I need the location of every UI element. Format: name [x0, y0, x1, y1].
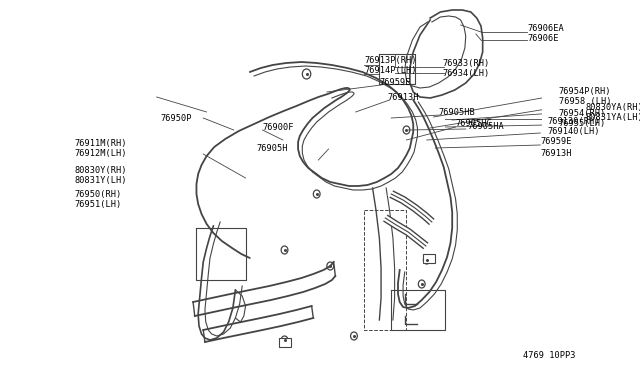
Text: 76933(RH): 76933(RH) [443, 58, 490, 67]
Text: 769130(RH): 769130(RH) [547, 116, 600, 125]
Text: 76905HA: 76905HA [467, 122, 504, 131]
Text: 76900F: 76900F [262, 122, 294, 131]
Bar [424, 254, 435, 263]
Text: 76905HC: 76905HC [456, 119, 492, 128]
Text: 76905H: 76905H [257, 144, 288, 153]
Text: 76913H: 76913H [540, 148, 572, 157]
Text: 769140(LH): 769140(LH) [547, 126, 600, 135]
Text: 76934(LH): 76934(LH) [443, 68, 490, 77]
Text: 76958 (LH): 76958 (LH) [559, 96, 611, 106]
Text: 80830YA(RH): 80830YA(RH) [586, 103, 640, 112]
Text: 76959E: 76959E [380, 77, 411, 87]
Text: 76959E: 76959E [540, 137, 572, 145]
Text: 76912M(LH): 76912M(LH) [74, 148, 127, 157]
Text: 76911M(RH): 76911M(RH) [74, 138, 127, 148]
Text: 76955(LH): 76955(LH) [559, 119, 606, 128]
Text: 76954P(RH): 76954P(RH) [559, 87, 611, 96]
Text: 76906E: 76906E [527, 33, 559, 42]
Text: 80831YA(LH): 80831YA(LH) [586, 112, 640, 122]
Bar [280, 338, 291, 347]
Text: 76954(RH): 76954(RH) [559, 109, 606, 118]
Text: 76906EA: 76906EA [527, 23, 564, 32]
Text: 80830Y(RH): 80830Y(RH) [74, 166, 127, 174]
Text: 76950P: 76950P [161, 113, 193, 122]
Text: 76913H: 76913H [388, 93, 419, 102]
Text: 76951(LH): 76951(LH) [74, 199, 122, 208]
Text: 76913P(RH): 76913P(RH) [364, 55, 417, 64]
Text: 76905HB: 76905HB [438, 108, 476, 116]
Text: 4769 10PP3: 4769 10PP3 [524, 352, 576, 360]
Text: 80831Y(LH): 80831Y(LH) [74, 176, 127, 185]
Text: 76914P(LH): 76914P(LH) [364, 65, 417, 74]
Text: 76950(RH): 76950(RH) [74, 189, 122, 199]
